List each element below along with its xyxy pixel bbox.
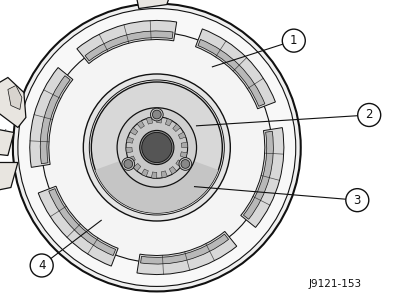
Circle shape	[358, 104, 381, 126]
Text: J9121-153: J9121-153	[309, 279, 362, 290]
Polygon shape	[135, 0, 173, 8]
Polygon shape	[189, 128, 214, 152]
Polygon shape	[165, 95, 181, 112]
Wedge shape	[130, 128, 138, 135]
Polygon shape	[133, 183, 149, 200]
Text: 4: 4	[38, 259, 45, 272]
Wedge shape	[40, 76, 70, 164]
Wedge shape	[161, 171, 168, 178]
Wedge shape	[152, 172, 157, 178]
Polygon shape	[159, 91, 186, 118]
Circle shape	[91, 82, 222, 213]
Wedge shape	[38, 186, 118, 266]
Circle shape	[13, 4, 301, 291]
Polygon shape	[103, 148, 118, 163]
Wedge shape	[146, 117, 152, 124]
Circle shape	[42, 33, 272, 262]
Wedge shape	[165, 119, 172, 126]
Wedge shape	[195, 29, 276, 109]
Wedge shape	[127, 137, 133, 143]
Wedge shape	[180, 152, 187, 158]
Polygon shape	[112, 98, 143, 128]
Wedge shape	[243, 131, 274, 219]
Wedge shape	[137, 231, 237, 275]
Wedge shape	[128, 156, 135, 163]
Text: 3: 3	[354, 194, 361, 207]
Wedge shape	[176, 160, 183, 167]
Wedge shape	[169, 166, 177, 174]
Polygon shape	[195, 132, 210, 147]
Wedge shape	[141, 234, 229, 264]
Wedge shape	[173, 124, 180, 132]
Wedge shape	[198, 39, 265, 106]
Text: 1: 1	[290, 34, 297, 47]
Wedge shape	[241, 128, 284, 228]
Polygon shape	[171, 167, 201, 197]
Wedge shape	[49, 189, 116, 256]
Polygon shape	[99, 143, 124, 167]
Circle shape	[282, 29, 305, 52]
Wedge shape	[126, 147, 132, 153]
Wedge shape	[133, 163, 141, 171]
Wedge shape	[157, 117, 162, 123]
Polygon shape	[118, 103, 136, 121]
Wedge shape	[141, 169, 148, 176]
Text: 2: 2	[366, 108, 373, 122]
Circle shape	[142, 132, 172, 163]
Wedge shape	[77, 20, 177, 64]
Circle shape	[152, 110, 161, 119]
Circle shape	[140, 130, 174, 165]
Circle shape	[179, 158, 192, 170]
Polygon shape	[128, 177, 155, 204]
Wedge shape	[178, 132, 186, 139]
Circle shape	[181, 160, 190, 168]
Wedge shape	[30, 67, 73, 167]
Circle shape	[346, 189, 369, 212]
Wedge shape	[181, 142, 188, 147]
Circle shape	[89, 80, 224, 215]
Polygon shape	[0, 128, 14, 156]
Polygon shape	[8, 85, 22, 110]
Circle shape	[150, 108, 163, 121]
Circle shape	[117, 108, 197, 187]
Circle shape	[18, 8, 296, 287]
Wedge shape	[137, 121, 145, 129]
Circle shape	[83, 74, 230, 221]
Circle shape	[124, 160, 133, 168]
Polygon shape	[0, 77, 26, 128]
Circle shape	[30, 254, 53, 277]
Wedge shape	[85, 31, 173, 61]
Wedge shape	[95, 147, 218, 213]
Circle shape	[126, 117, 188, 178]
Polygon shape	[0, 163, 18, 193]
Polygon shape	[178, 174, 196, 192]
Circle shape	[122, 158, 135, 170]
